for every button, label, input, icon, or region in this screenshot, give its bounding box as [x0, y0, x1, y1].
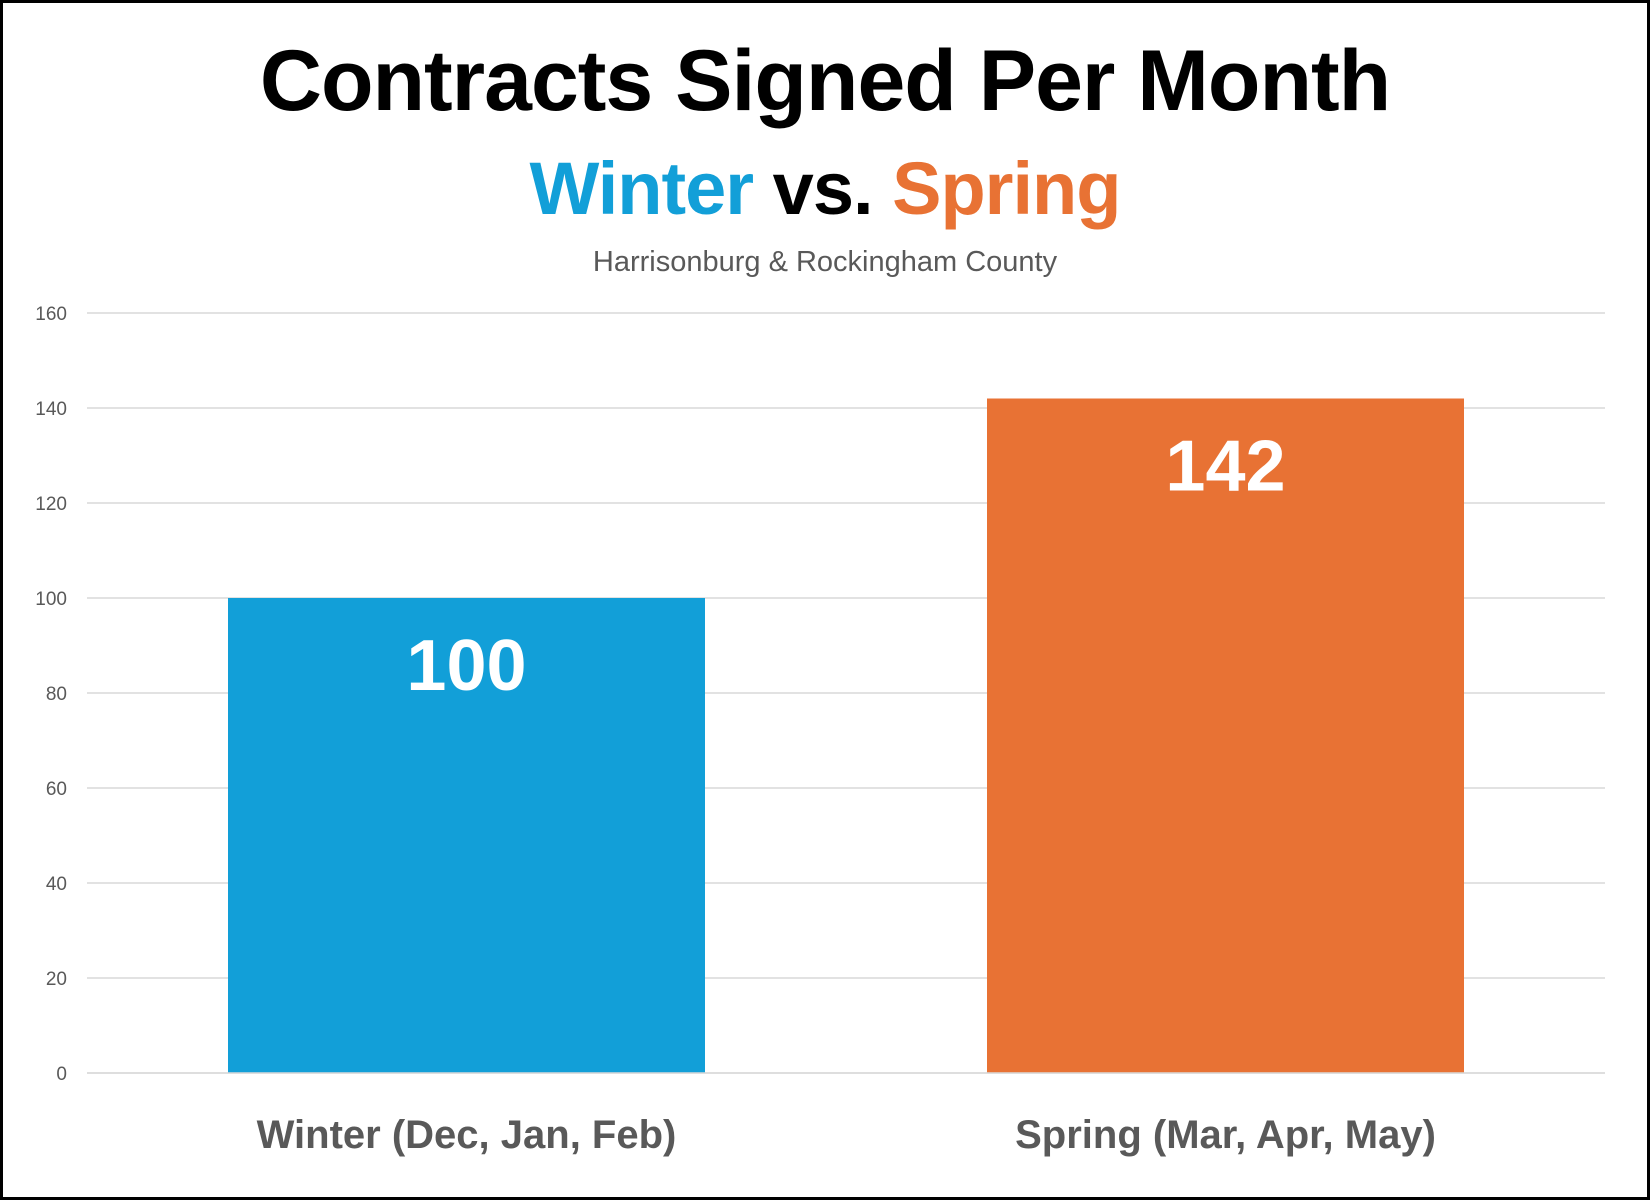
y-tick-label-160: 160 [35, 304, 67, 325]
chart-subtitle: Winter vs. Spring [0, 152, 1650, 226]
y-tick-label-140: 140 [35, 399, 67, 420]
data-label-winter: 100 [406, 626, 526, 706]
subtitle-spring: Spring [892, 147, 1121, 230]
y-tick-label-120: 120 [35, 494, 67, 515]
subtitle-vs: vs. [772, 147, 874, 230]
chart-region-label: Harrisonburg & Rockingham County [592, 246, 1058, 278]
x-category-label-winter: Winter (Dec, Jan, Feb) [257, 1113, 677, 1157]
bar-winter [228, 598, 705, 1073]
y-tick-label-20: 20 [46, 969, 67, 990]
y-tick-label-100: 100 [35, 589, 67, 610]
y-tick-label-40: 40 [46, 874, 67, 895]
bar-spring [987, 398, 1464, 1073]
y-tick-label-80: 80 [46, 684, 67, 705]
y-tick-label-60: 60 [46, 779, 67, 800]
data-label-spring: 142 [1165, 427, 1285, 507]
chart-title: Contracts Signed Per Month [259, 33, 1391, 129]
subtitle-winter: Winter [529, 147, 755, 230]
y-tick-label-0: 0 [56, 1064, 67, 1085]
x-category-label-spring: Spring (Mar, Apr, May) [1015, 1113, 1436, 1157]
